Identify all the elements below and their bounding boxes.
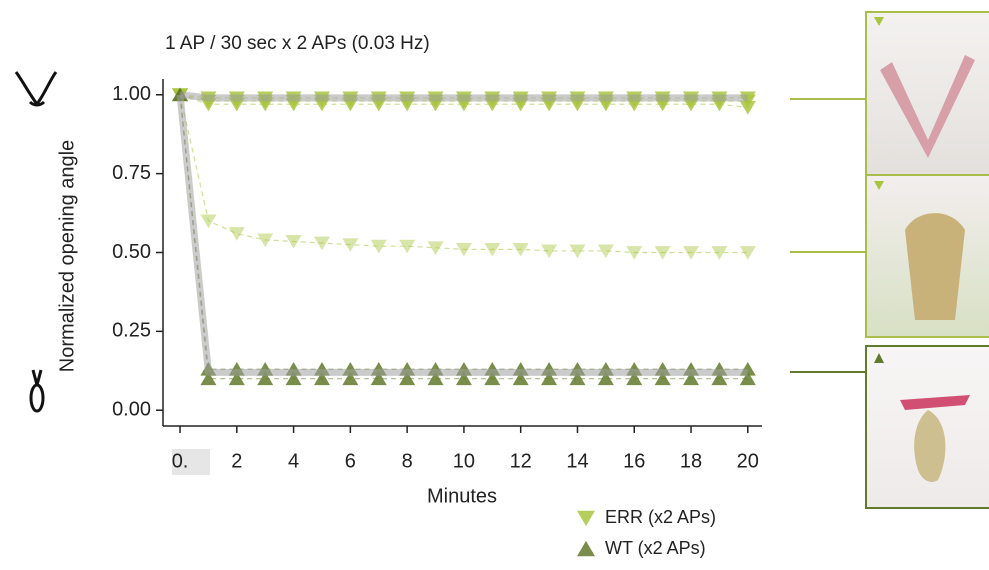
data-point (370, 371, 387, 386)
data-point (313, 371, 330, 386)
data-point (626, 371, 643, 386)
data-point (654, 246, 671, 260)
data-point (626, 246, 643, 260)
x-tick-label: 4 (288, 450, 299, 472)
x-tick-label: 12 (510, 450, 532, 472)
data-point (541, 371, 558, 386)
data-point (285, 371, 302, 386)
data-point (228, 371, 245, 386)
mean-line (179, 91, 748, 102)
data-point (654, 371, 671, 386)
x-tick-label: 6 (345, 450, 356, 472)
chart-title: 1 AP / 30 sec x 2 APs (0.03 Hz) (165, 33, 430, 54)
data-point (512, 371, 529, 386)
data-point (739, 371, 756, 386)
photo-marker (874, 17, 884, 26)
photo-trap (880, 55, 975, 158)
mean-line (176, 94, 748, 376)
open-trap-icon (14, 71, 58, 107)
tick-highlight (172, 449, 210, 475)
data-point (313, 236, 330, 251)
y-tick-label: 1.00 (112, 83, 151, 105)
y-tick-label: 0.00 (112, 399, 151, 421)
data-point (200, 371, 217, 386)
y-axis-label: Normalized opening angle (56, 140, 78, 372)
data-point (399, 371, 416, 386)
y-tick-label: 0.50 (112, 241, 151, 263)
data-point (399, 239, 416, 254)
data-point (484, 371, 501, 386)
photo-marker (874, 353, 884, 363)
photo-trap (914, 410, 946, 482)
data-point (683, 246, 700, 260)
x-tick-label: 10 (453, 450, 475, 472)
y-tick-label: 0.75 (112, 162, 151, 184)
data-point (427, 371, 444, 386)
data-point (541, 244, 558, 259)
data-point (200, 214, 217, 229)
data-point (285, 235, 302, 249)
data-point (569, 244, 586, 259)
legend-label: WT (x2 APs) (605, 538, 706, 558)
replicate-line (179, 94, 748, 254)
data-point (257, 233, 274, 248)
data-point (683, 371, 700, 386)
data-point (711, 371, 728, 386)
replicate-line (179, 94, 748, 370)
x-tick-label: 8 (402, 450, 413, 472)
data-point (597, 244, 614, 259)
data-point (455, 242, 472, 257)
data-point (512, 242, 529, 257)
legend-label: ERR (x2 APs) (605, 507, 716, 527)
data-point (228, 227, 245, 241)
data-point (597, 371, 614, 386)
legend-marker (577, 510, 595, 527)
data-point (739, 100, 756, 115)
data-point (342, 371, 359, 386)
data-point (455, 371, 472, 386)
data-point (342, 238, 359, 252)
data-point (569, 371, 586, 386)
x-tick-label: 0. (172, 450, 189, 472)
x-tick-label: 14 (566, 450, 588, 472)
closed-trap-icon (29, 369, 45, 413)
photo-marker (874, 181, 884, 190)
data-point (370, 239, 387, 254)
x-axis-label: Minutes (427, 485, 497, 507)
photo-panels (790, 11, 989, 509)
data-point (739, 246, 756, 260)
x-tick-label: 18 (680, 450, 702, 472)
data-point (257, 371, 274, 386)
photo-teeth (900, 395, 970, 410)
data-point (427, 241, 444, 255)
data-point (484, 242, 501, 257)
x-tick-label: 20 (737, 450, 759, 472)
photo-trap (905, 213, 965, 320)
x-tick-label: 16 (623, 450, 645, 472)
data-point (711, 246, 728, 260)
x-tick-label: 2 (231, 450, 242, 472)
legend-marker (577, 540, 595, 557)
y-tick-label: 0.25 (112, 320, 151, 342)
